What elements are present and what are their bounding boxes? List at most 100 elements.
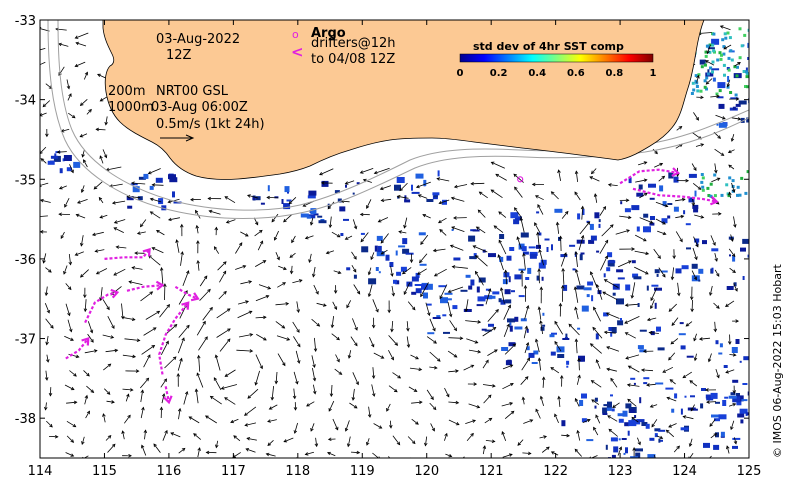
current-vector-head xyxy=(725,370,730,374)
current-vector-head xyxy=(184,391,189,395)
current-vector-head xyxy=(451,265,456,269)
current-vector-head xyxy=(472,245,477,249)
current-vector-head xyxy=(491,439,496,443)
current-vector xyxy=(522,452,531,454)
current-vector xyxy=(731,117,741,120)
current-vector-head xyxy=(151,345,156,349)
current-vector-head xyxy=(644,192,648,196)
current-vector-head xyxy=(625,356,629,360)
sst-patch xyxy=(654,302,657,309)
sst-patch xyxy=(137,196,143,201)
x-tick-label: 115 xyxy=(92,464,117,479)
current-vector xyxy=(624,316,640,324)
current-vector-head xyxy=(709,292,713,297)
sst-patch xyxy=(755,72,762,77)
current-vector xyxy=(429,318,436,331)
current-vector-head xyxy=(649,220,654,224)
current-vector xyxy=(105,435,112,441)
current-vector xyxy=(418,194,428,199)
current-vector xyxy=(80,235,84,246)
current-vector xyxy=(64,384,75,390)
sst-patch xyxy=(692,204,699,209)
current-vector-head xyxy=(472,419,477,423)
sst-patch xyxy=(617,413,623,417)
y-tick-label: -38 xyxy=(15,412,36,427)
current-vector-head xyxy=(510,410,515,415)
current-vector-head xyxy=(451,226,455,230)
current-vector xyxy=(199,289,211,301)
current-vector xyxy=(368,267,372,275)
current-vector-head xyxy=(288,200,293,205)
current-vector-head xyxy=(642,349,647,354)
current-vector xyxy=(444,433,448,441)
current-vector-head xyxy=(359,212,364,217)
current-vector-head xyxy=(195,224,200,229)
current-vector xyxy=(63,265,68,275)
current-vector xyxy=(360,232,369,242)
sst-patch xyxy=(340,233,344,236)
current-vector-head xyxy=(495,308,499,313)
sst-patch xyxy=(688,197,695,203)
current-vector-head xyxy=(316,323,321,327)
current-vector-head xyxy=(380,251,385,255)
current-vector-head xyxy=(498,239,502,244)
current-vector-head xyxy=(720,152,725,156)
current-vector xyxy=(83,159,88,168)
current-vector xyxy=(103,363,111,371)
current-vector-head xyxy=(419,259,423,264)
current-vector xyxy=(693,236,699,247)
current-vector xyxy=(502,383,514,390)
current-vector xyxy=(64,198,70,208)
current-vector-head xyxy=(591,399,595,403)
current-vector-head xyxy=(474,270,479,275)
current-vector xyxy=(176,239,180,253)
drifter-head xyxy=(181,301,190,310)
current-vector xyxy=(451,226,465,232)
sst-patch xyxy=(505,360,512,366)
current-vector-head xyxy=(99,155,103,159)
current-vector-head xyxy=(534,195,539,199)
sst-patch xyxy=(742,70,746,73)
current-vector-head xyxy=(732,390,737,394)
current-vector-head xyxy=(630,294,635,299)
current-vector-head xyxy=(695,243,699,248)
sst-patch xyxy=(639,329,647,332)
x-tick-label: 116 xyxy=(156,464,181,479)
current-vector-head xyxy=(539,320,543,324)
sst-patch xyxy=(718,89,722,93)
current-vector-head xyxy=(141,406,145,411)
current-vector xyxy=(433,248,446,252)
current-vector-head xyxy=(398,230,403,234)
current-vector xyxy=(237,310,252,319)
current-vector xyxy=(69,164,74,173)
current-vector-head xyxy=(224,196,229,200)
current-vector xyxy=(390,420,392,428)
current-vector-head xyxy=(662,273,666,278)
sst-patch xyxy=(577,213,581,220)
current-vector xyxy=(131,182,146,185)
current-vector-head xyxy=(593,426,597,431)
sst-patch xyxy=(688,173,697,178)
current-vector-head xyxy=(113,220,118,224)
current-vector xyxy=(219,338,231,352)
sst-patch xyxy=(639,397,642,404)
current-vector-head xyxy=(470,181,474,186)
current-vector xyxy=(107,316,115,329)
credit-text: © IMOS 06-Aug-2022 15:03 Hobart xyxy=(771,264,784,458)
current-vector-head xyxy=(649,404,654,408)
sst-patch xyxy=(394,184,401,191)
current-vector-head xyxy=(602,291,606,295)
current-vector xyxy=(291,265,293,274)
current-vector xyxy=(255,316,266,319)
current-vector xyxy=(666,397,677,402)
current-vector-head xyxy=(444,432,448,437)
current-vector-head xyxy=(460,459,463,462)
sst-patch xyxy=(155,177,163,183)
current-vector-head xyxy=(378,456,380,458)
current-vector-head xyxy=(568,323,573,328)
current-vector xyxy=(465,299,469,312)
current-vector xyxy=(562,268,565,285)
current-vector-head xyxy=(83,294,87,299)
current-vector-head xyxy=(627,260,632,264)
current-vector-head xyxy=(464,308,469,313)
